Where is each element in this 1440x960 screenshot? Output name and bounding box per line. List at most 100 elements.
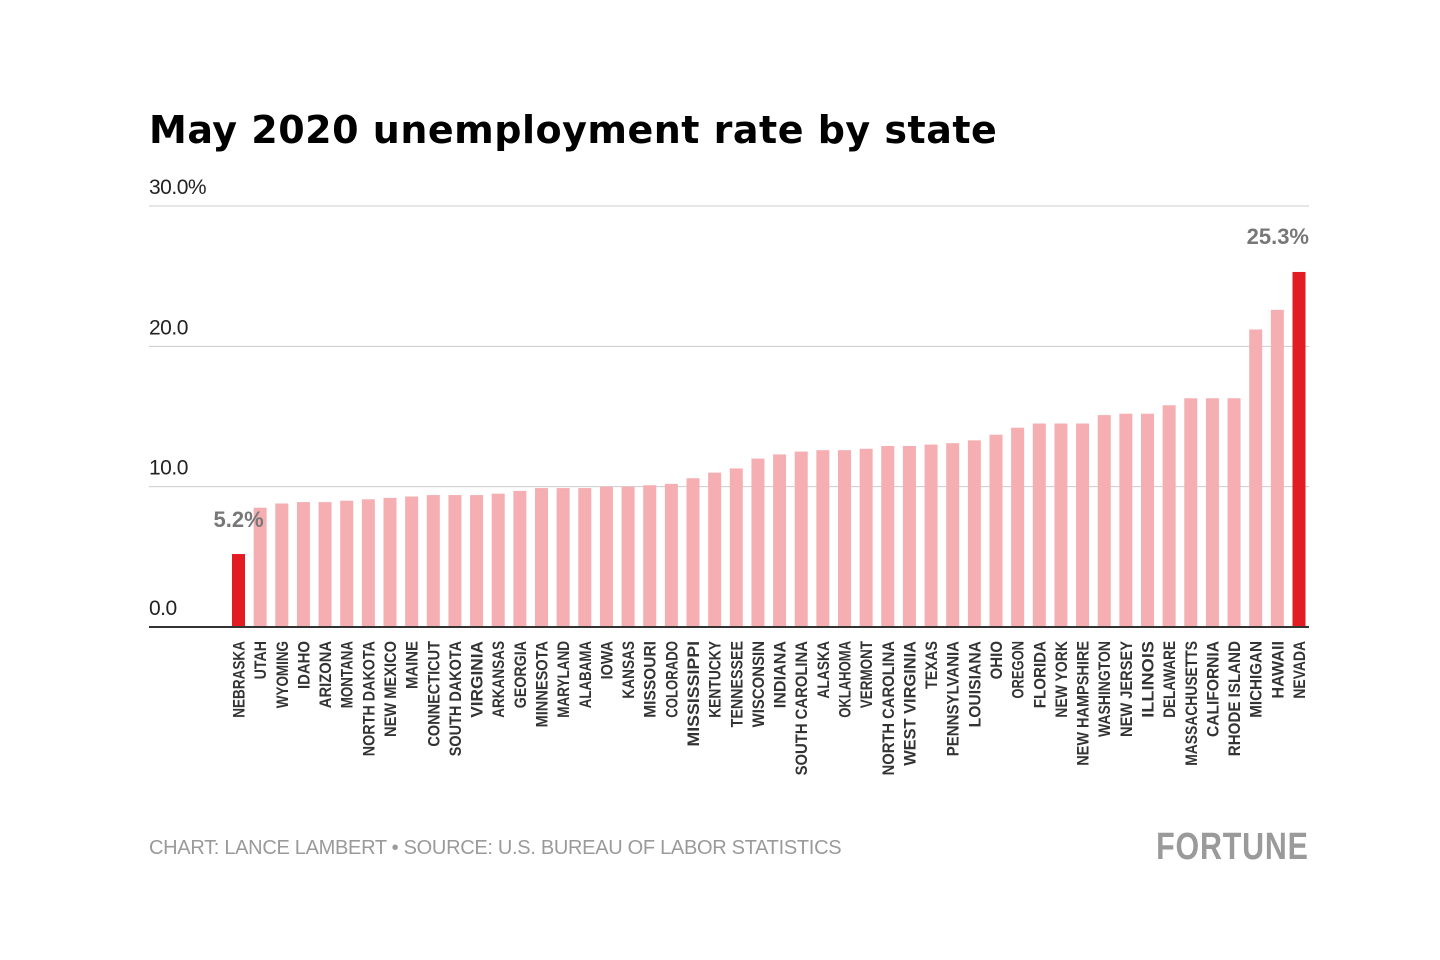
bar [1205, 398, 1219, 627]
bar [989, 434, 1003, 627]
x-tick-label: MICHIGAN [1247, 641, 1266, 718]
x-tick-label: MINNESOTA [533, 641, 552, 727]
bar [340, 500, 354, 627]
bar [513, 490, 527, 627]
x-tick-label: HAWAII [1268, 641, 1287, 699]
data-label: 25.3% [1247, 224, 1309, 249]
bar [253, 507, 267, 627]
x-tick-label: MARYLAND [554, 641, 573, 718]
x-tick-label: WEST VIRGINIA [900, 641, 919, 766]
bar [405, 496, 419, 627]
bar [816, 450, 830, 627]
bar [1249, 329, 1263, 627]
x-tick-label: MISSISSIPPI [684, 641, 703, 747]
x-tick-label: ILLINOIS [1139, 641, 1158, 718]
x-tick-label: ALABAMA [576, 641, 595, 708]
bar [556, 488, 570, 627]
bar [1184, 398, 1198, 627]
x-tick-label: VERMONT [857, 641, 876, 709]
x-tick-label: NORTH CAROLINA [879, 641, 898, 775]
bar [859, 448, 873, 627]
x-tick-label: TENNESSEE [727, 641, 746, 727]
bar [924, 444, 938, 627]
x-tick-label: NORTH DAKOTA [359, 641, 378, 756]
bar [1227, 398, 1241, 627]
bar [751, 458, 765, 627]
x-tick-label: PENNSYLVANIA [944, 641, 963, 756]
fortune-logo: FORTUNE [1156, 826, 1309, 868]
x-tick-label: SOUTH CAROLINA [792, 641, 811, 775]
bar [232, 554, 245, 627]
bar [1011, 427, 1025, 627]
x-tick-label: RHODE ISLAND [1225, 641, 1244, 756]
x-tick-label: OKLAHOMA [836, 641, 855, 718]
y-tick-label: 10.0 [149, 457, 188, 480]
bar [708, 472, 722, 627]
bar [1097, 415, 1111, 627]
bar [967, 440, 981, 627]
x-tick-label: MISSOURI [641, 641, 660, 718]
bar [1032, 423, 1046, 627]
x-tick-label: FLORIDA [1030, 641, 1049, 708]
bar [361, 499, 375, 627]
bar [491, 493, 505, 627]
x-tick-label: NEVADA [1290, 641, 1309, 699]
x-tick-label: ARIZONA [316, 641, 335, 708]
x-tick-label: IDAHO [294, 641, 313, 689]
x-tick-label: VIRGINIA [468, 641, 487, 718]
x-tick-label: MONTANA [338, 641, 357, 708]
x-tick-label: INDIANA [771, 641, 790, 708]
data-label: 5.2% [214, 507, 264, 532]
x-tick-label: NEW YORK [1052, 640, 1071, 717]
x-tick-label: NEW HAMPSHIRE [1074, 641, 1093, 766]
y-tick-label: 20.0 [149, 316, 188, 339]
bar [578, 488, 592, 627]
x-tick-label: CALIFORNIA [1203, 641, 1222, 737]
bar [643, 485, 657, 627]
bar [773, 454, 787, 627]
x-tick-label: DELAWARE [1160, 641, 1179, 718]
bar [535, 488, 548, 627]
bar [275, 503, 289, 627]
bar [470, 495, 484, 627]
bar [686, 478, 700, 627]
bar [946, 443, 960, 627]
x-tick-label: OHIO [987, 641, 1006, 679]
x-tick-label: ARKANSAS [489, 641, 508, 718]
bar [621, 486, 635, 627]
bar [1054, 423, 1068, 627]
x-tick-label: NEW JERSEY [1117, 640, 1136, 737]
x-tick-label: KANSAS [619, 641, 638, 699]
x-tick-label: UTAH [251, 641, 270, 679]
x-tick-label: NEW MEXICO [381, 641, 400, 737]
x-tick-label: WISCONSIN [749, 641, 768, 727]
y-tick-label: 30.0% [149, 176, 206, 199]
x-tick-label: OREGON [1009, 641, 1028, 699]
x-tick-label: NEBRASKA [230, 641, 249, 718]
chart-title: May 2020 unemployment rate by state [149, 108, 998, 152]
bar [1076, 423, 1090, 627]
bar [1270, 309, 1284, 627]
x-tick-label: KENTUCKY [706, 640, 725, 717]
x-tick-label: ALASKA [814, 641, 833, 699]
bar [1162, 405, 1176, 627]
bar [1119, 413, 1133, 627]
x-tick-label: MASSACHUSETTS [1182, 641, 1201, 766]
bar [729, 468, 743, 627]
source-credit: CHART: LANCE LAMBERT • SOURCE: U.S. BURE… [149, 837, 842, 859]
bar [881, 445, 895, 627]
x-tick-label: WASHINGTON [1095, 641, 1114, 737]
x-tick-label: GEORGIA [511, 641, 530, 708]
x-tick-label: TEXAS [922, 641, 941, 689]
x-tick-label: COLORADO [662, 641, 681, 718]
x-tick-label: IOWA [597, 641, 616, 679]
x-tick-label: SOUTH DAKOTA [446, 641, 465, 756]
bar [902, 445, 916, 627]
bar [794, 451, 808, 627]
bar [1141, 413, 1154, 627]
x-tick-label: CONNECTICUT [424, 640, 443, 746]
y-tick-label: 0.0 [149, 597, 177, 620]
bar [296, 502, 310, 627]
bar [426, 495, 440, 627]
